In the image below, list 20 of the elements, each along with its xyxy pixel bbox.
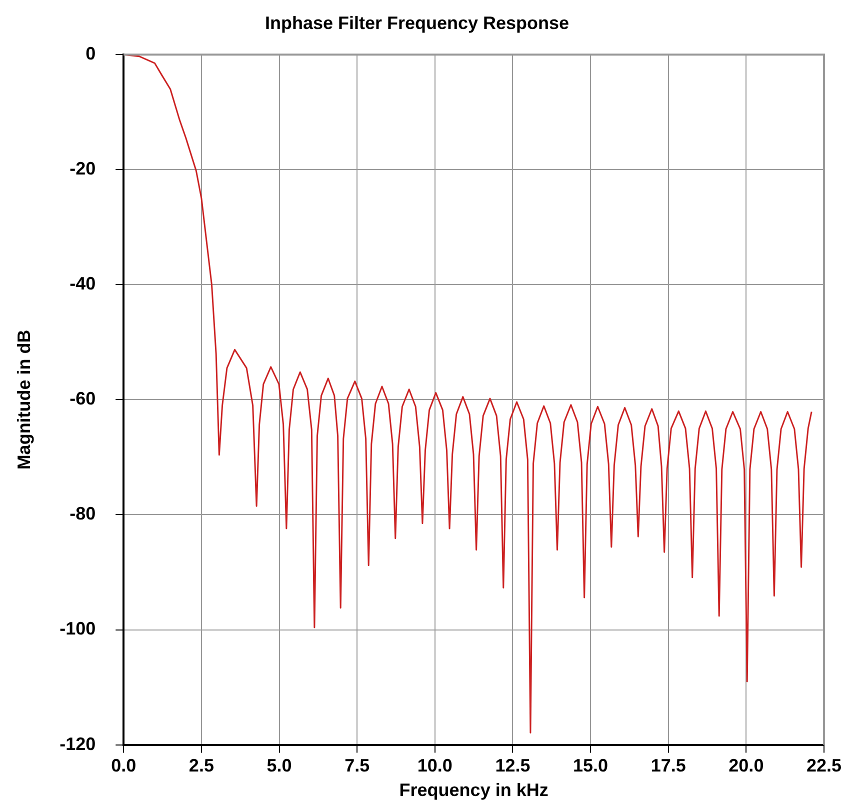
x-tick-label: 15.0 [573,756,608,776]
chart-title: Inphase Filter Frequency Response [264,12,570,33]
y-tick-label: 0 [86,44,96,64]
y-tick-label: -120 [60,734,96,754]
y-tick-label: -100 [60,618,96,639]
y-tick-label: -40 [70,274,96,294]
y-tick-label: -80 [70,504,96,524]
y-axis-title: Magnitude in dB [14,330,34,470]
y-tick-label: -60 [70,388,96,409]
y-tick-label: -20 [70,158,96,179]
x-axis-title: Frequency in kHz [399,780,548,800]
x-tick-label: 10.0 [417,756,452,776]
x-tick-label: 2.5 [188,756,214,776]
x-tick-label: 0.0 [111,756,136,776]
x-tick-label: 7.5 [344,756,370,776]
x-tick-label: 20.0 [728,756,764,776]
x-tick-label: 22.5 [806,756,842,776]
x-tick-label: 5.0 [266,756,292,776]
x-tick-label: 17.5 [650,756,686,776]
x-tick-label: 12.5 [495,756,530,776]
